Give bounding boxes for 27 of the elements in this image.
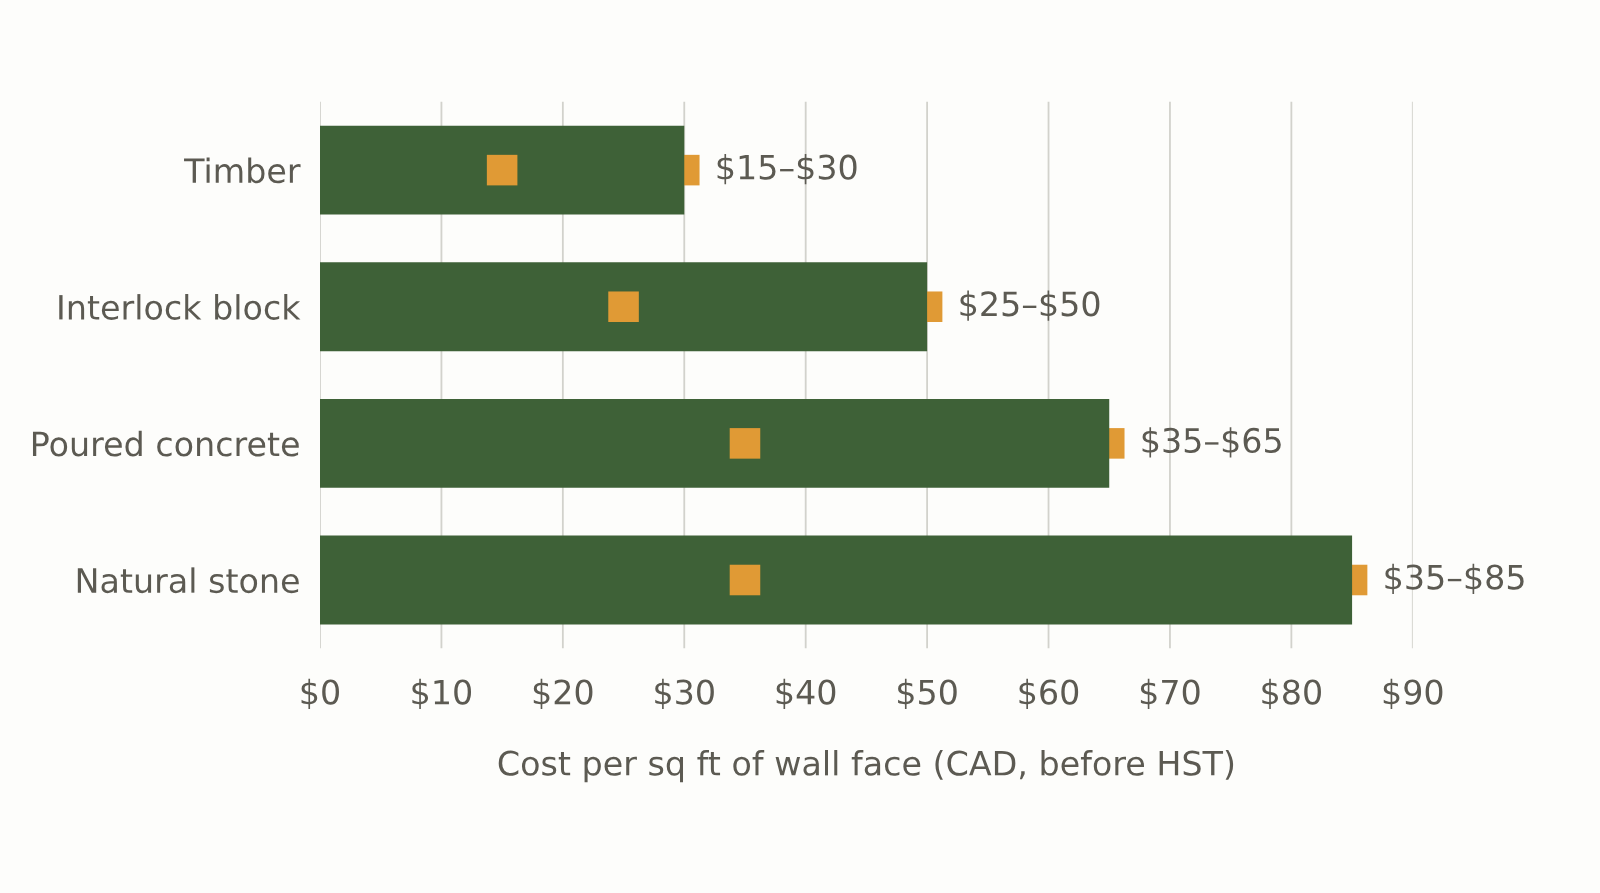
y-tick-label: Natural stone (77, 567, 299, 594)
data-label: $25–$50 (960, 290, 1100, 321)
y-tick-label: Poured concrete (32, 430, 299, 457)
bar (320, 262, 928, 352)
bar (320, 125, 685, 215)
y-tick-label: Interlock block (59, 294, 301, 320)
x-tick-label: $40 (776, 678, 836, 710)
point (729, 428, 761, 459)
bar (320, 535, 1353, 625)
x-tick-label: $90 (1383, 678, 1443, 710)
bar (320, 398, 1110, 488)
data-label: $35–$85 (1385, 563, 1524, 595)
data-label: $35–$65 (1142, 427, 1281, 458)
x-tick-label: $30 (655, 678, 714, 710)
x-axis-title: Cost per sq ft of wall face (CAD, before HST) (498, 750, 1234, 783)
x-tick-label: $70 (1140, 678, 1200, 710)
x-tick-label: $10 (412, 678, 472, 710)
point (729, 564, 761, 596)
point (608, 291, 639, 323)
x-tick-label: $60 (1019, 678, 1079, 710)
x-tick-label: $20 (533, 678, 593, 710)
x-tick-label: $50 (898, 678, 957, 710)
y-tick-label: Timber (184, 157, 301, 184)
x-tick-label: $0 (301, 678, 339, 710)
x-tick-label: $80 (1262, 678, 1321, 710)
point (486, 154, 518, 186)
data-label: $15–$30 (717, 153, 857, 185)
